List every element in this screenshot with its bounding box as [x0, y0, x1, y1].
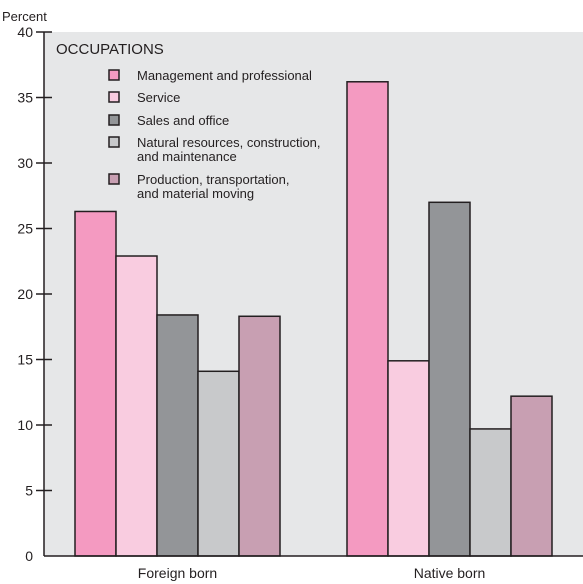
legend-label: Natural resources, construction,	[137, 135, 321, 150]
y-tick-label: 25	[17, 221, 33, 237]
bar	[387, 360, 430, 557]
x-category-label: Foreign born	[138, 565, 217, 581]
y-axis-title: Percent	[2, 9, 47, 24]
legend-label: and material moving	[137, 186, 254, 201]
legend-swatch	[108, 114, 120, 126]
y-tick-label: 20	[17, 286, 33, 302]
legend-swatch	[108, 91, 120, 103]
bar	[74, 210, 117, 557]
x-axis-labels: Foreign born Native born	[138, 565, 485, 581]
bar	[197, 370, 240, 557]
legend-label: and maintenance	[137, 149, 237, 164]
bar	[469, 428, 512, 557]
legend-swatch	[108, 173, 120, 185]
bar	[428, 201, 471, 557]
bar	[510, 395, 553, 557]
legend-swatch	[108, 69, 120, 81]
y-tick-label: 30	[17, 155, 33, 171]
legend-label: Service	[137, 90, 180, 105]
y-tick-label: 40	[17, 24, 33, 40]
y-axis-ticks: 0 5 10 15 20 25 30 35 40	[17, 24, 52, 564]
y-tick-label: 0	[25, 548, 33, 564]
x-category-label: Native born	[414, 565, 486, 581]
legend-swatch	[108, 136, 120, 148]
bar	[115, 255, 158, 557]
legend-label: Management and professional	[137, 68, 312, 83]
legend-label: Production, transportation,	[137, 172, 289, 187]
legend-title: OCCUPATIONS	[56, 41, 164, 58]
bar	[238, 315, 281, 557]
bar	[156, 314, 199, 557]
y-tick-label: 10	[17, 417, 33, 433]
legend: OCCUPATIONS Management and professional S…	[56, 41, 321, 201]
legend-label: Sales and office	[137, 113, 229, 128]
bar	[346, 81, 389, 557]
y-tick-label: 15	[17, 352, 33, 368]
y-tick-label: 5	[25, 483, 33, 499]
y-tick-label: 35	[17, 90, 33, 106]
